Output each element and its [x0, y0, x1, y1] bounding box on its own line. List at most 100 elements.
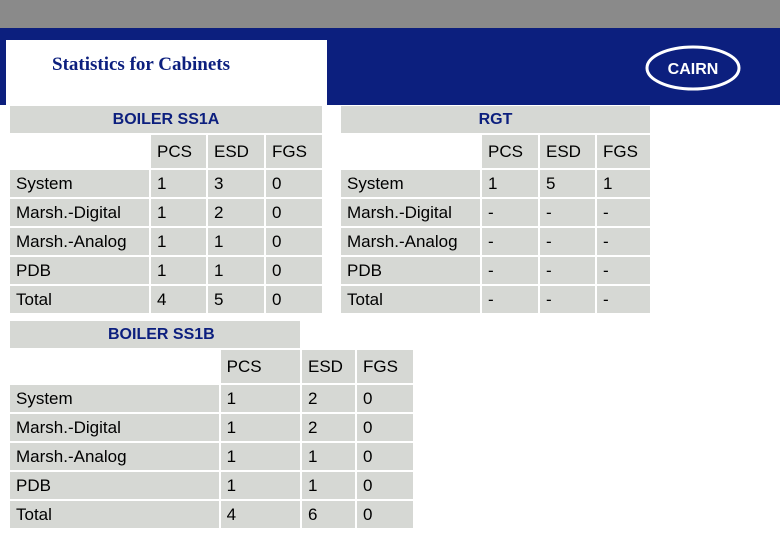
cell-value: - — [597, 286, 650, 313]
table-caption: BOILER SS1A — [10, 106, 322, 133]
cell-value: 0 — [357, 385, 413, 412]
cell-value: - — [482, 286, 538, 313]
cell-value: 1 — [597, 170, 650, 197]
table-row: PDB 1 1 0 — [10, 472, 413, 499]
column-header-esd: ESD — [540, 135, 595, 168]
cell-value: 1 — [208, 228, 264, 255]
table-row: System 1 5 1 — [341, 170, 650, 197]
table-caption-row: RGT — [341, 106, 650, 133]
cell-value: 5 — [540, 170, 595, 197]
cell-value: - — [540, 228, 595, 255]
cell-value: 4 — [151, 286, 206, 313]
slide-title: Statistics for Cabinets — [52, 54, 231, 75]
title-box — [6, 40, 327, 106]
cell-value: 0 — [357, 414, 413, 441]
cell-value: 1 — [220, 443, 300, 470]
cell-value: 0 — [357, 501, 413, 528]
cell-value: 3 — [208, 170, 264, 197]
row-label: Marsh.-Digital — [10, 414, 219, 441]
row-label: PDB — [10, 472, 219, 499]
cell-value: - — [482, 199, 538, 226]
cell-value: 2 — [208, 199, 264, 226]
cell-value: 1 — [151, 170, 206, 197]
table-row: Marsh.-Digital 1 2 0 — [10, 199, 322, 226]
table-caption-row: BOILER SS1B — [10, 321, 413, 348]
table-row: System 1 3 0 — [10, 170, 322, 197]
cell-value: 2 — [302, 385, 355, 412]
table-row: System 1 2 0 — [10, 385, 413, 412]
cell-value: 0 — [266, 170, 322, 197]
cell-value: 6 — [302, 501, 355, 528]
column-header-esd: ESD — [208, 135, 264, 168]
header-corner — [10, 135, 149, 168]
cell-value: 1 — [220, 414, 300, 441]
column-header-pcs: PCS — [220, 350, 300, 383]
cell-value: 2 — [302, 414, 355, 441]
cell-value: 4 — [220, 501, 300, 528]
cell-value: - — [540, 257, 595, 284]
row-label: System — [10, 385, 219, 412]
cell-value: - — [540, 286, 595, 313]
cell-value: - — [482, 228, 538, 255]
cell-value: 0 — [357, 443, 413, 470]
row-label: PDB — [341, 257, 480, 284]
cell-value: 1 — [220, 472, 300, 499]
cell-value: 5 — [208, 286, 264, 313]
table-row: Total - - - — [341, 286, 650, 313]
table-caption-row: BOILER SS1A — [10, 106, 322, 133]
cell-value: 0 — [266, 257, 322, 284]
row-label: Total — [10, 286, 149, 313]
cell-value: 0 — [357, 472, 413, 499]
row-label: System — [341, 170, 480, 197]
row-label: System — [10, 170, 149, 197]
column-header-esd: ESD — [302, 350, 355, 383]
cell-value: 1 — [482, 170, 538, 197]
cell-value: - — [540, 199, 595, 226]
column-header-pcs: PCS — [151, 135, 206, 168]
logo-text: CAIRN — [668, 61, 719, 78]
cell-value: 0 — [266, 286, 322, 313]
cell-value: 1 — [220, 385, 300, 412]
cell-value: 1 — [151, 257, 206, 284]
table-row: Total 4 5 0 — [10, 286, 322, 313]
row-label: Marsh.-Analog — [10, 228, 149, 255]
cell-value: 1 — [208, 257, 264, 284]
header-corner — [10, 350, 219, 383]
table-row: Marsh.-Analog 1 1 0 — [10, 443, 413, 470]
row-label: Marsh.-Digital — [341, 199, 480, 226]
caption-blank — [302, 321, 413, 348]
table-header-row: PCS ESD FGS — [341, 135, 650, 168]
table-row: Marsh.-Digital 1 2 0 — [10, 414, 413, 441]
cell-value: - — [597, 228, 650, 255]
row-label: Total — [10, 501, 219, 528]
table-row: Marsh.-Digital - - - — [341, 199, 650, 226]
cell-value: 1 — [302, 443, 355, 470]
table-header-row: PCS ESD FGS — [10, 350, 413, 383]
cell-value: - — [597, 257, 650, 284]
column-header-fgs: FGS — [357, 350, 413, 383]
table-caption: RGT — [341, 106, 650, 133]
cell-value: - — [482, 257, 538, 284]
row-label: Marsh.-Analog — [10, 443, 219, 470]
cell-value: 1 — [302, 472, 355, 499]
table-row: PDB 1 1 0 — [10, 257, 322, 284]
row-label: Total — [341, 286, 480, 313]
table-row: PDB - - - — [341, 257, 650, 284]
row-label: Marsh.-Analog — [341, 228, 480, 255]
cell-value: 0 — [266, 228, 322, 255]
table-boiler-ss1a: BOILER SS1A PCS ESD FGS System 1 3 0 Mar… — [8, 104, 324, 315]
column-header-fgs: FGS — [597, 135, 650, 168]
row-label: Marsh.-Digital — [10, 199, 149, 226]
cairn-logo: CAIRN — [645, 45, 741, 91]
table-row: Marsh.-Analog - - - — [341, 228, 650, 255]
table-row: Marsh.-Analog 1 1 0 — [10, 228, 322, 255]
row-label: PDB — [10, 257, 149, 284]
table-rgt: RGT PCS ESD FGS System 1 5 1 Marsh.-Digi… — [339, 104, 652, 315]
column-header-fgs: FGS — [266, 135, 322, 168]
table-caption: BOILER SS1B — [10, 321, 300, 348]
cell-value: 1 — [151, 199, 206, 226]
top-strip — [0, 0, 780, 28]
cell-value: 1 — [151, 228, 206, 255]
table-row: Total 4 6 0 — [10, 501, 413, 528]
column-header-pcs: PCS — [482, 135, 538, 168]
